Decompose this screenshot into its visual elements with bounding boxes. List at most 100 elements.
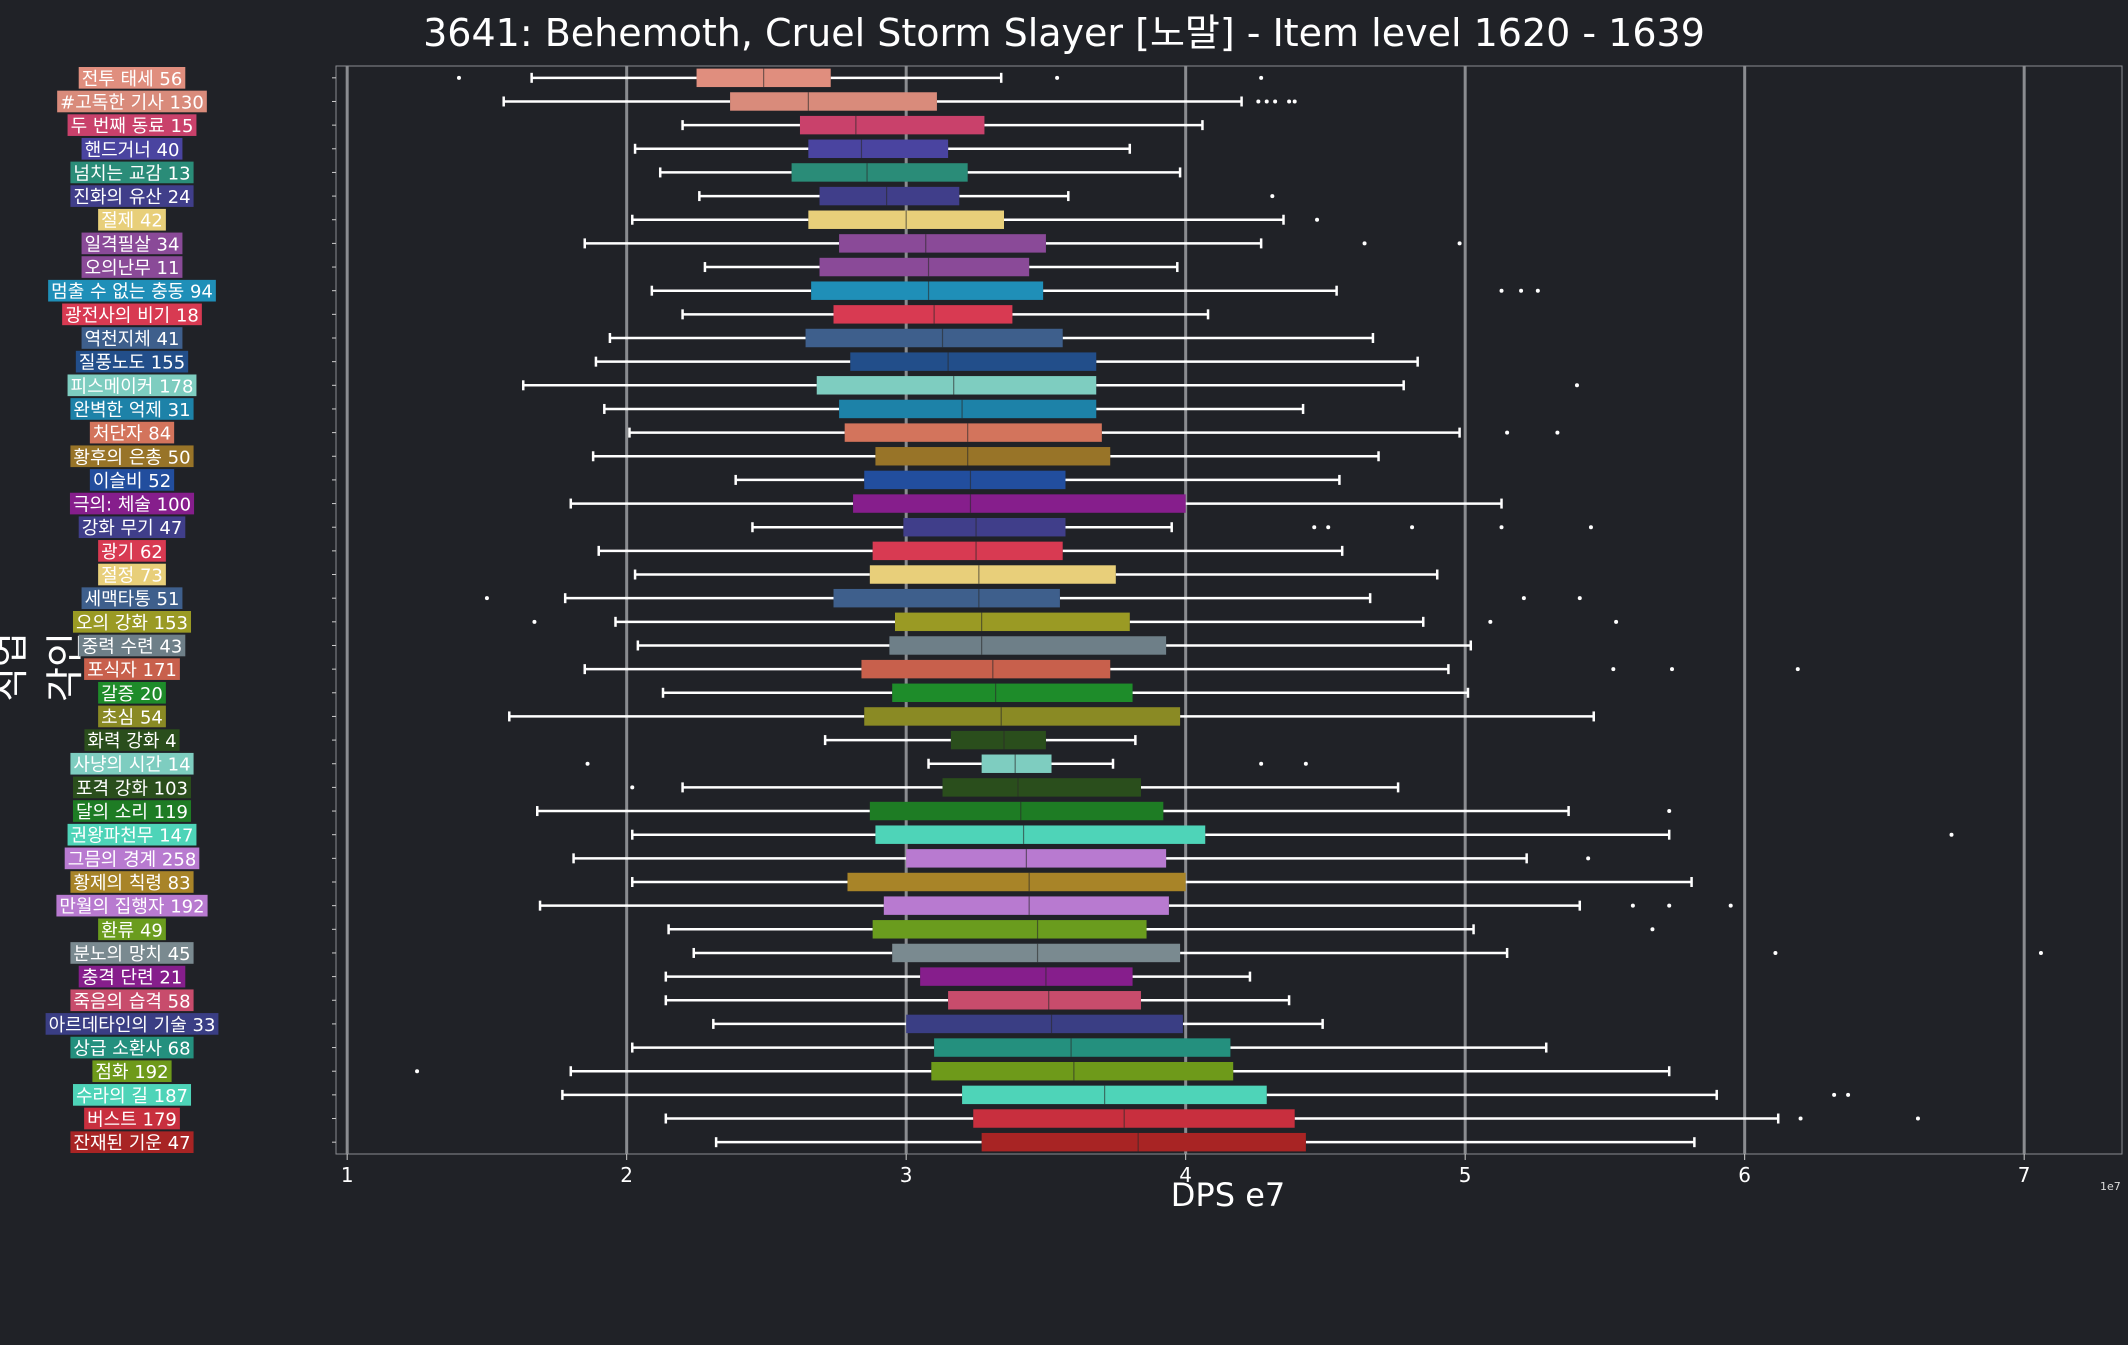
- outlier-point: [1611, 667, 1616, 672]
- outlier-point: [1270, 194, 1275, 199]
- outlier-point: [1614, 619, 1619, 624]
- category-label-background: [78, 67, 186, 89]
- category-label-background: [72, 800, 192, 822]
- outlier-point: [415, 1069, 420, 1074]
- category-label-background: [45, 1013, 219, 1035]
- iqr-box: [864, 470, 1066, 490]
- category-label-background: [56, 894, 208, 917]
- category-label-background: [72, 1084, 192, 1106]
- box-series-row: 광전사의 비기 18: [62, 303, 1210, 326]
- box-series-row: 잔재된 기운 47: [70, 1131, 1696, 1154]
- box-series-row: 전투 태세 56: [78, 67, 1264, 90]
- box-series-row: 절정 73: [98, 563, 1439, 587]
- box-series-row: 충격 단련 21: [78, 965, 1252, 989]
- outlier-point: [1303, 761, 1308, 766]
- category-label-background: [98, 540, 166, 562]
- category-label: 일격필살 34: [85, 234, 180, 255]
- outlier-point: [1273, 99, 1278, 104]
- box-series-row: 오의 강화 153: [72, 611, 1619, 634]
- category-label-background: [70, 989, 194, 1012]
- category-label: 진화의 유산 24: [73, 187, 190, 208]
- category-label-background: [81, 256, 183, 278]
- outlier-point: [1574, 383, 1579, 388]
- box-series-row: #고독한 기사 130: [57, 90, 1297, 113]
- box-series-row: 갈증 20: [98, 681, 1470, 705]
- box-series-row: 핸드거너 40: [81, 137, 1132, 161]
- box-series-row: 일격필살 34: [81, 232, 1462, 255]
- box-series-row: 권왕파천무 147: [67, 823, 1954, 847]
- outlier-point: [1832, 1092, 1837, 1097]
- category-label-background: [72, 776, 192, 799]
- box-series-row: 피스메이커 178: [67, 374, 1579, 397]
- box-series-row: 사냥의 시간 14: [70, 752, 1308, 776]
- category-label: 황제의 칙령 83: [73, 873, 190, 894]
- outlier-point: [1312, 525, 1317, 530]
- iqr-box: [869, 801, 1164, 821]
- outlier-point: [1555, 430, 1560, 435]
- outlier-point: [1292, 99, 1297, 104]
- iqr-box: [864, 707, 1181, 726]
- category-label: 사냥의 시간 14: [73, 755, 190, 776]
- iqr-box: [791, 163, 968, 182]
- box-series-row: 황후의 은총 50: [70, 445, 1380, 468]
- category-label-background: [98, 563, 166, 586]
- category-label-background: [81, 232, 183, 255]
- category-label: 아르데타인의 기술 33: [49, 1015, 216, 1036]
- iqr-box: [872, 920, 1147, 939]
- category-label: 넘치는 교감 13: [73, 163, 190, 184]
- category-label-background: [75, 350, 189, 373]
- iqr-box: [805, 328, 1063, 348]
- iqr-box: [892, 943, 1181, 963]
- category-label-background: [70, 1131, 194, 1153]
- box-series-row: 두 번째 동료 15: [67, 114, 1204, 137]
- box-series-row: 죽음의 습격 58: [70, 989, 1291, 1012]
- x-tick-label: 6: [1738, 1163, 1751, 1187]
- category-label-background: [48, 279, 216, 302]
- iqr-box: [948, 991, 1141, 1010]
- box-series-row: 아르데타인의 기술 33: [45, 1013, 1324, 1036]
- outlier-point: [1315, 217, 1320, 222]
- iqr-box: [819, 257, 1030, 277]
- iqr-box: [962, 1085, 1267, 1105]
- iqr-box: [853, 494, 1186, 513]
- category-label: 오의 강화 153: [76, 613, 188, 634]
- iqr-box: [872, 541, 1063, 561]
- category-label: 잔재된 기운 47: [73, 1133, 190, 1154]
- x-tick-label: 4: [1179, 1163, 1192, 1187]
- outlier-point: [1535, 288, 1540, 293]
- category-label-background: [84, 1107, 180, 1130]
- iqr-box: [981, 754, 1052, 773]
- category-label: 권왕파천무 147: [71, 826, 194, 847]
- outlier-point: [1667, 903, 1672, 908]
- outlier-point: [1650, 927, 1655, 932]
- category-label-background: [89, 469, 175, 491]
- iqr-box: [844, 423, 1102, 442]
- iqr-box: [875, 825, 1206, 844]
- category-label: 점화 192: [95, 1062, 168, 1083]
- x-tick-label: 5: [1459, 1163, 1472, 1187]
- category-label: 전투 태세 56: [82, 69, 183, 90]
- category-label: 멈출 수 없는 충동 94: [51, 282, 213, 303]
- iqr-box: [892, 683, 1133, 703]
- category-label: 달의 소리 119: [76, 802, 188, 823]
- iqr-box: [869, 565, 1116, 584]
- iqr-box: [839, 234, 1046, 253]
- category-label: 분노의 망치 45: [73, 944, 190, 965]
- box-series-row: 처단자 84: [89, 421, 1560, 445]
- iqr-box: [861, 659, 1111, 679]
- category-label: 버스트 179: [87, 1110, 177, 1131]
- category-label-background: [67, 374, 197, 397]
- box-series-row: 넘치는 교감 13: [70, 161, 1182, 184]
- iqr-box: [875, 447, 1111, 466]
- category-label: 극의: 체술 100: [73, 495, 191, 516]
- category-label: 강화 무기 47: [82, 518, 183, 539]
- outlier-point: [1256, 99, 1261, 104]
- category-label: 처단자 84: [93, 424, 171, 445]
- iqr-box: [883, 896, 1169, 915]
- category-label-background: [98, 208, 166, 231]
- iqr-box: [808, 139, 949, 159]
- iqr-box: [811, 281, 1044, 300]
- outlier-point: [1259, 75, 1264, 80]
- outlier-point: [1798, 1116, 1803, 1121]
